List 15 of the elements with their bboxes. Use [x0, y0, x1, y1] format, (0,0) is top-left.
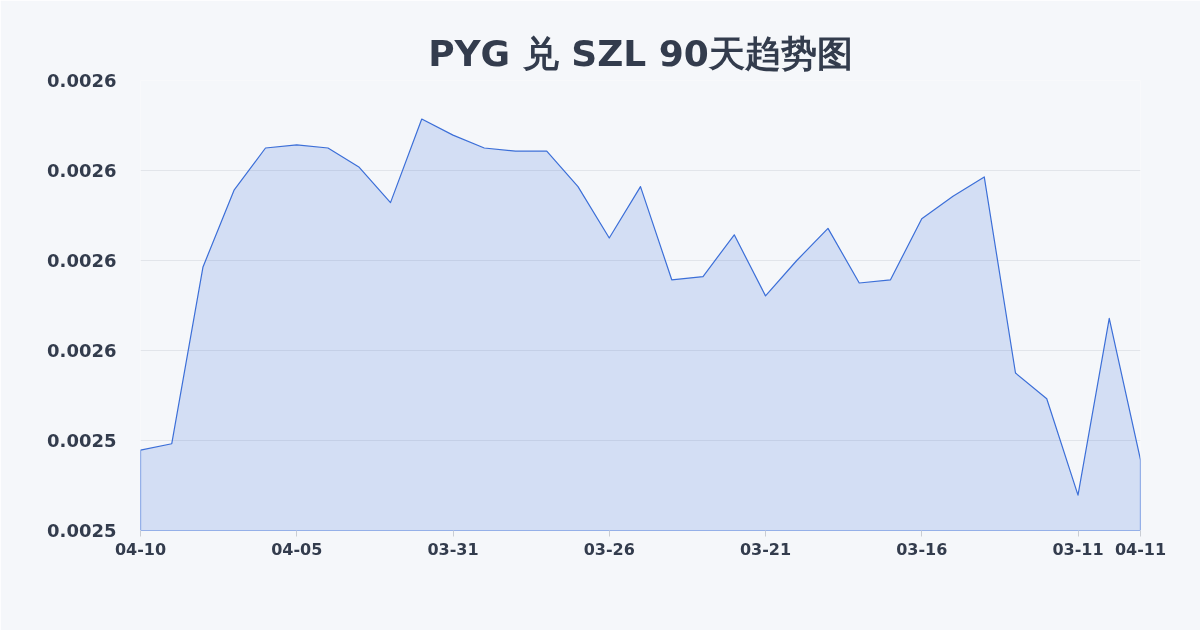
y-tick-label: 0.0026: [47, 160, 117, 181]
x-tick-label: 04-05: [271, 539, 323, 559]
y-tick-label: 0.0025: [47, 520, 117, 541]
chart-title: PYG 兑 SZL 90天趋势图: [428, 32, 853, 74]
y-tick-label: 0.0026: [47, 70, 117, 91]
y-tick-label: 0.0026: [47, 340, 117, 361]
x-tick-label: 03-31: [427, 539, 479, 559]
x-tick-label: 03-21: [739, 539, 792, 559]
x-tick-label: 04-10: [114, 539, 167, 559]
y-tick-label: 0.0026: [47, 250, 117, 271]
x-tick-label: 03-16: [896, 539, 948, 559]
x-tick-label: 04-11: [1114, 539, 1167, 559]
y-tick-label: 0.0025: [47, 430, 117, 451]
x-tick-label: 03-11: [1052, 539, 1104, 559]
x-tick-label: 03-26: [583, 539, 635, 559]
